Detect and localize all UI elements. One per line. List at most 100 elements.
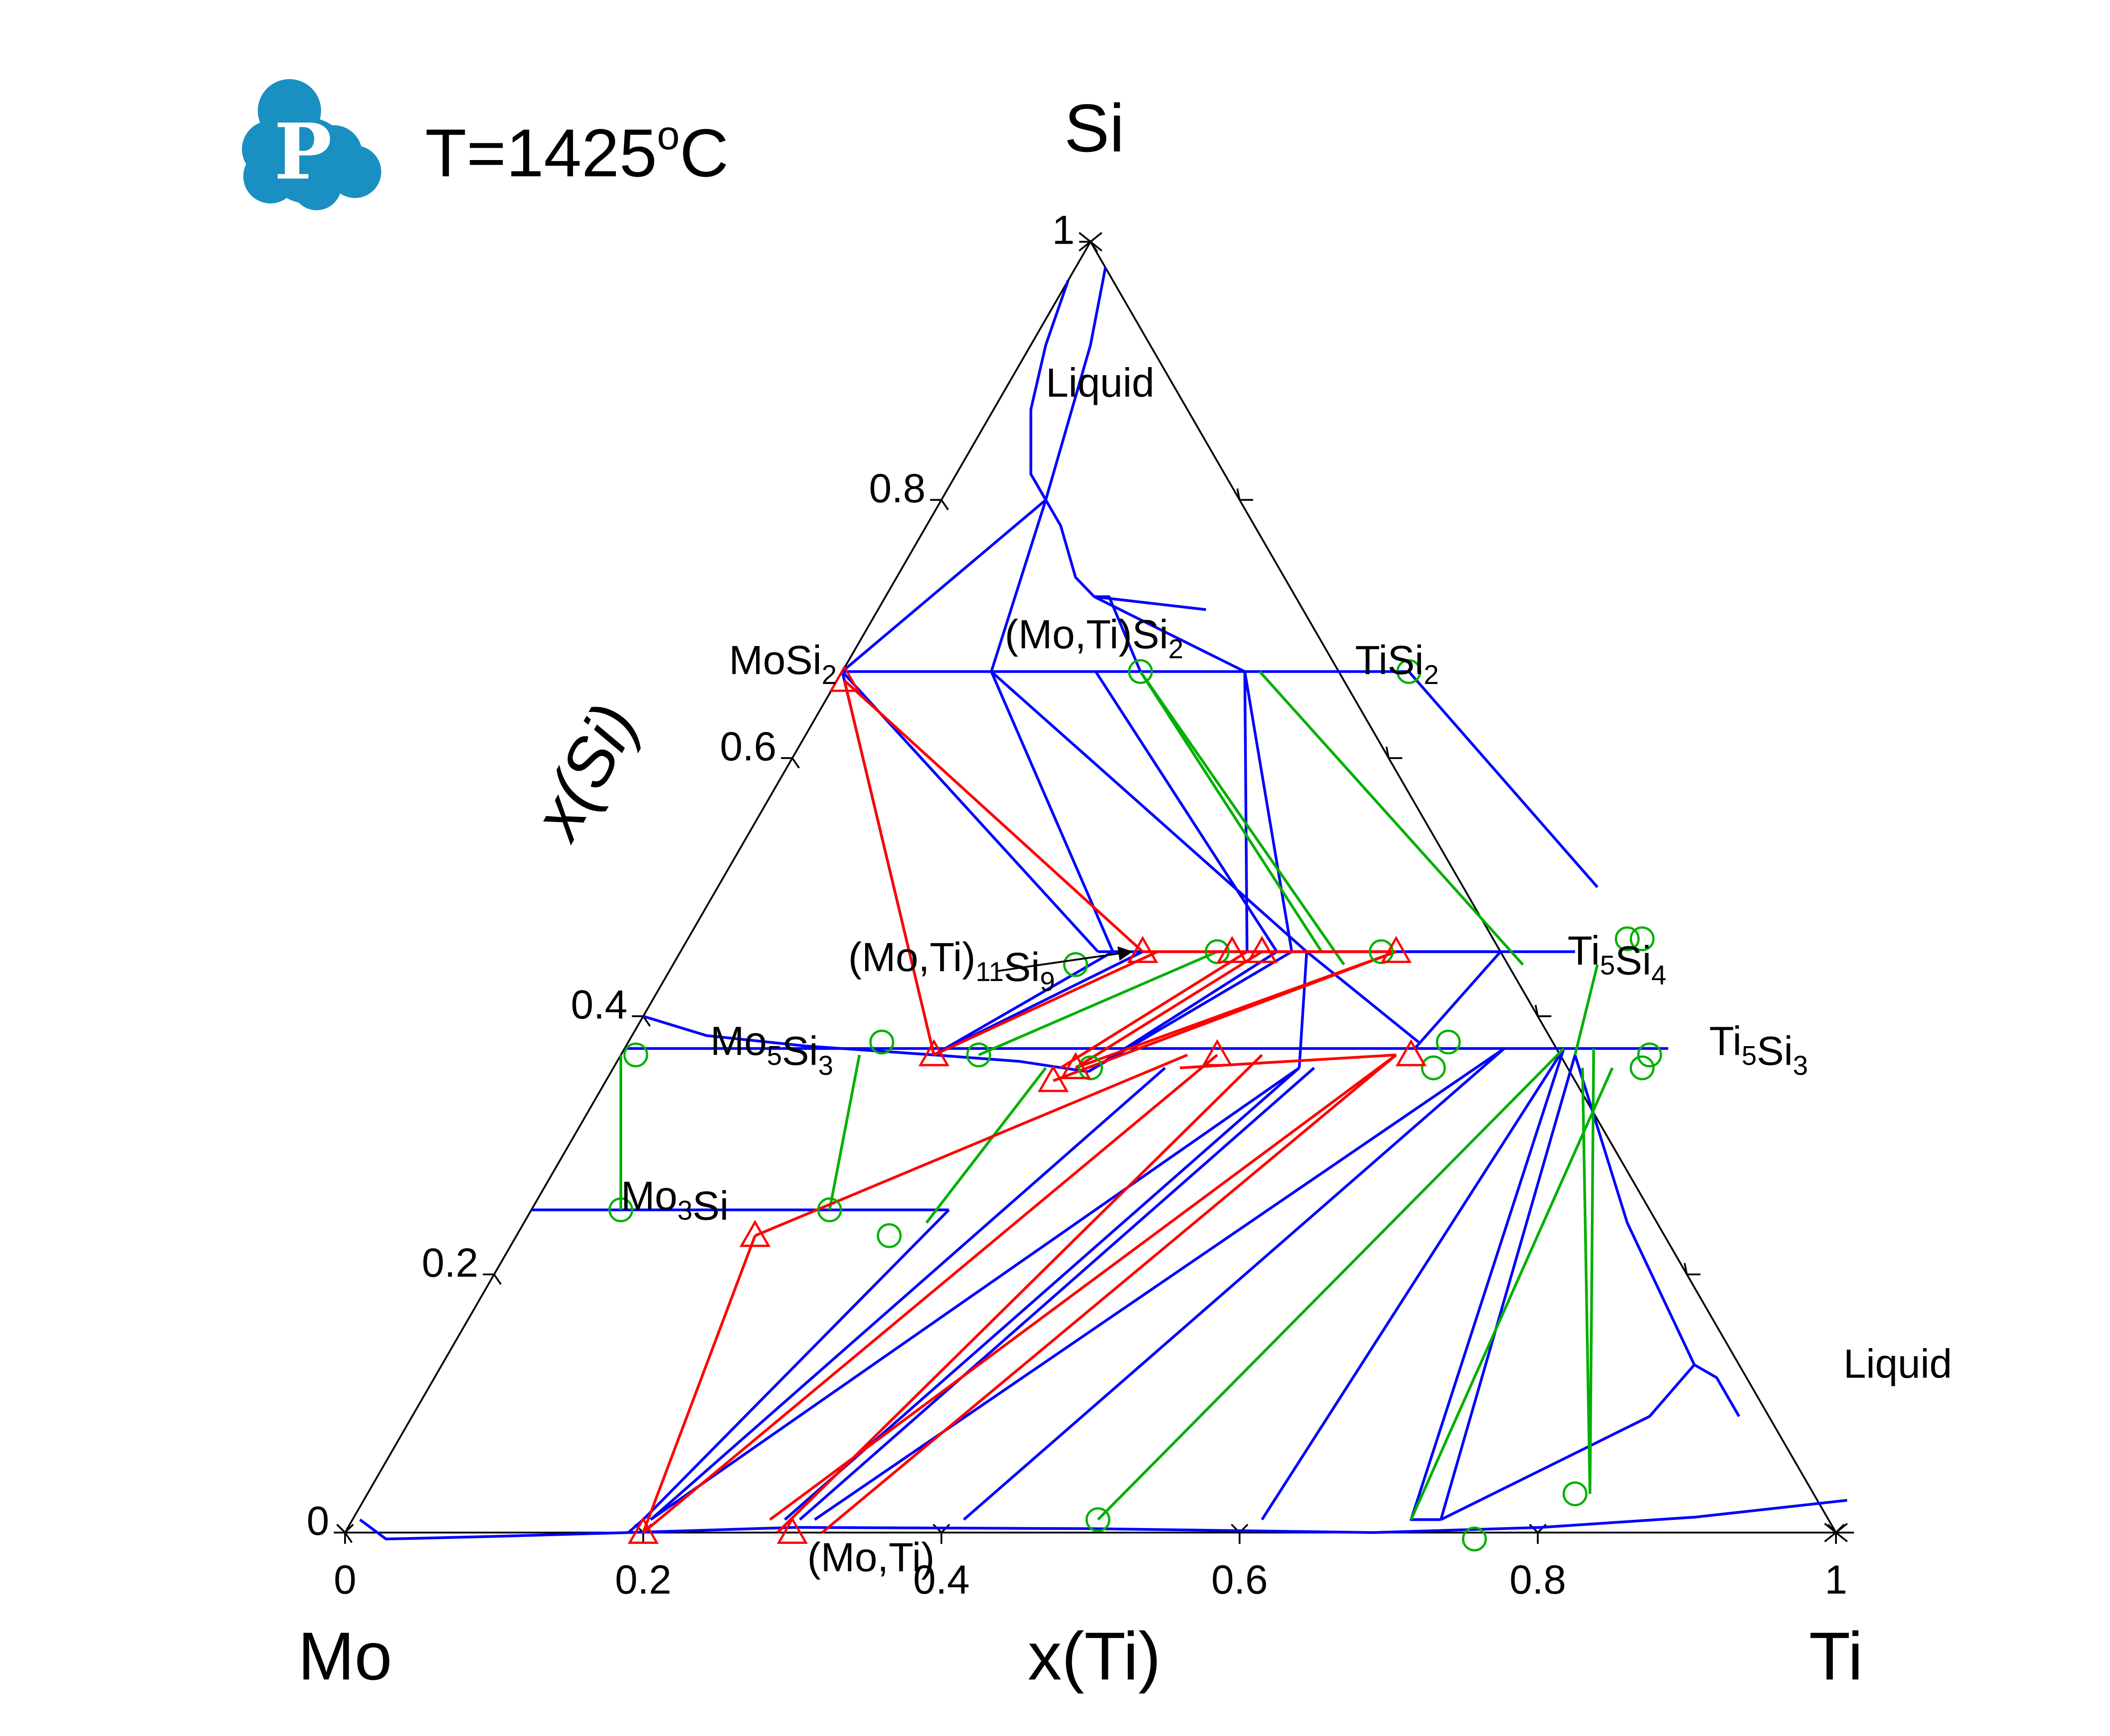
- triangle-marker: [1060, 1052, 1091, 1080]
- phase-boundary-line: [990, 670, 1308, 953]
- left-tick-label: 0.4: [571, 982, 627, 1028]
- phase-label-liquid-si: Liquid: [1046, 360, 1154, 406]
- ternary-frame: [336, 240, 1854, 1533]
- circle-marker: [1629, 1055, 1655, 1080]
- experimental-line: [769, 1054, 1397, 1521]
- triangle-marker: [1037, 1065, 1069, 1092]
- triangle-marker: [1127, 936, 1159, 963]
- experimental-line: [776, 1054, 1263, 1534]
- triangle-marker: [918, 1039, 950, 1066]
- experimental-line: [642, 1054, 1218, 1534]
- phase-boundary-line: [1094, 670, 1278, 953]
- left-tick: [930, 499, 949, 510]
- circle-marker: [1629, 926, 1655, 952]
- phase-boundary-line: [1298, 951, 1308, 1068]
- axis-ticks: 00 0.2 0.2 0.4 0.4 0.6 0.6 0.8 0.8 1 1: [307, 208, 1848, 1603]
- tie-line: [1139, 670, 1345, 966]
- left-tick-label: 0.8: [869, 466, 926, 511]
- tie-line: [925, 1067, 1047, 1224]
- triangle-outline: [343, 240, 1838, 1533]
- left-tick-label: 0: [307, 1499, 329, 1544]
- phase-label-ti5si4: Ti5Si4: [1568, 929, 1666, 991]
- experimental-line: [1060, 950, 1248, 1069]
- phase-boundary-line: [799, 1066, 1315, 1521]
- phase-label-motisi2: (Mo,Ti)Si2: [1005, 612, 1183, 664]
- circle-marker: [1396, 659, 1421, 684]
- phase-label-mo5si3: Mo5Si3: [710, 1019, 833, 1081]
- top-tick: [1079, 232, 1102, 252]
- circle-marker: [608, 1197, 634, 1222]
- experimental-line: [821, 1054, 1397, 1534]
- corner-tick: [1824, 1523, 1848, 1543]
- y-axis-title: x(Si): [517, 691, 652, 852]
- triangle-marker: [1202, 1039, 1233, 1066]
- bottom-tick-label: 0.4: [913, 1557, 970, 1603]
- tie-line: [978, 950, 1218, 1057]
- circle-marker: [1128, 659, 1153, 684]
- triangle-marker: [829, 665, 860, 692]
- phase-boundary-line: [963, 1047, 1505, 1521]
- experimental-tie-lines: [642, 679, 1397, 1534]
- left-tick-label: 0.6: [720, 724, 776, 769]
- experimental-line: [1075, 950, 1397, 1069]
- logo-letter: P: [274, 107, 332, 197]
- phase-boundaries: [359, 267, 1848, 1541]
- tie-line: [1410, 1067, 1614, 1520]
- phase-boundary-line: [649, 1066, 1166, 1521]
- phase-boundary-line: [627, 1209, 950, 1534]
- experimental-line: [754, 1053, 1188, 1237]
- phase-boundary-line: [1261, 1047, 1565, 1521]
- circle-marker: [1562, 1481, 1588, 1506]
- phase-label-mo3si: Mo3Si: [621, 1174, 729, 1229]
- right-tick: [1236, 488, 1254, 501]
- triangle-marker: [776, 1516, 808, 1544]
- circle-marker: [966, 1043, 991, 1068]
- phase-boundary-line: [814, 1047, 1505, 1521]
- phase-label-moti: (Mo,Ti): [807, 1535, 935, 1580]
- phase-boundary-line: [1410, 1048, 1566, 1521]
- bottom-tick-label: 0.6: [1211, 1557, 1268, 1603]
- circle-marker: [1085, 1507, 1111, 1532]
- bottom-tick: [1230, 1524, 1249, 1544]
- temperature-title: T=1425oC: [425, 113, 729, 191]
- tie-line: [1574, 964, 1599, 1056]
- phase-labels: Liquid MoSi2 (Mo,Ti)Si2 TiSi2 (Mo,Ti)11Si9 Ti…: [621, 360, 1952, 1580]
- circle-marker: [817, 1197, 842, 1222]
- circle-marker: [1614, 926, 1640, 952]
- tie-lines: [619, 670, 1614, 1521]
- triangle-marker: [1246, 936, 1277, 963]
- phase-boundary-line: [1414, 951, 1502, 1050]
- experimental-line: [642, 1235, 757, 1533]
- experimental-line: [843, 680, 936, 1056]
- phase-boundary-line: [1094, 595, 1142, 672]
- experimental-line: [843, 679, 1144, 953]
- experimental-line: [1074, 950, 1263, 1069]
- phase-boundary-line: [1094, 595, 1206, 611]
- tie-line: [1589, 1048, 1595, 1494]
- phase-boundary-line: [1044, 267, 1107, 500]
- bottom-tick-label: 0.2: [615, 1557, 672, 1603]
- vertex-mo-label: Mo: [298, 1618, 392, 1694]
- bottom-tick-label: 0: [334, 1557, 356, 1603]
- circle-marker: [1421, 1055, 1446, 1080]
- circle-marker: [869, 1029, 894, 1055]
- phase-label-tisi2: TiSi2: [1355, 638, 1439, 690]
- arrow-line: [997, 946, 1133, 972]
- phase-label-moti11si9: (Mo,Ti)11Si9: [848, 935, 1055, 997]
- phase-boundary-line: [1093, 595, 1246, 673]
- circle-marker: [1462, 1526, 1487, 1552]
- phase-boundary-line: [841, 499, 1047, 673]
- phase-boundary-line: [650, 1066, 1300, 1521]
- data-markers: [608, 659, 1662, 1552]
- left-tick: [334, 1532, 353, 1543]
- circle-marker: [1436, 1029, 1461, 1055]
- left-tick-label: 1: [1052, 208, 1074, 253]
- circle-marker: [1063, 952, 1088, 977]
- phase-boundary-line: [1439, 1054, 1576, 1520]
- vertex-si-label: Si: [1064, 90, 1124, 166]
- arrow-right-icon: [997, 946, 1133, 972]
- triangle-marker: [1396, 1039, 1427, 1066]
- circle-marker: [1637, 1043, 1662, 1068]
- left-tick-label: 0.2: [422, 1241, 478, 1286]
